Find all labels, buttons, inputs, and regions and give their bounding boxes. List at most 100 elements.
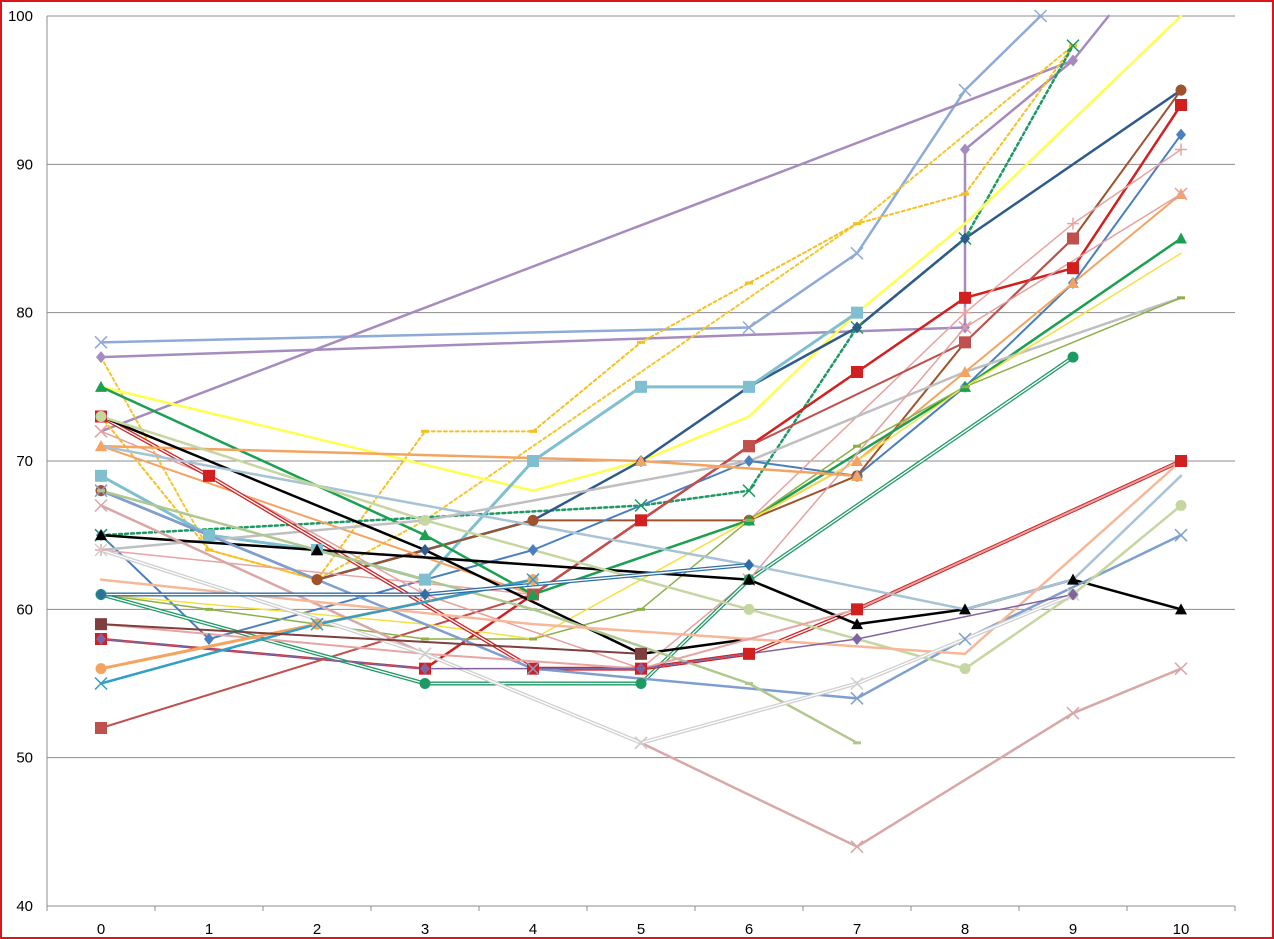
series-5-marker xyxy=(742,484,756,498)
markers-group xyxy=(94,9,1188,854)
y-tick-label: 60 xyxy=(16,601,33,618)
series-17-marker xyxy=(853,444,861,448)
series-15-marker xyxy=(1175,232,1187,244)
series-20-marker xyxy=(635,678,647,689)
y-tick-label: 70 xyxy=(16,453,33,470)
series-35-marker xyxy=(94,676,108,691)
series-8-marker xyxy=(419,573,431,586)
series-35-marker xyxy=(526,573,540,587)
series-11-marker xyxy=(744,455,754,467)
series-4-marker xyxy=(637,340,645,344)
series-21-marker xyxy=(851,603,863,616)
x-tick-label: 9 xyxy=(1069,921,1077,938)
series-28-marker xyxy=(529,607,537,611)
series-23-marker xyxy=(743,573,755,585)
x-tick-label: 7 xyxy=(853,921,861,938)
x-tick-label: 5 xyxy=(637,921,645,938)
series-line-1 xyxy=(99,14,1110,433)
x-tick-label: 8 xyxy=(961,921,969,938)
series-28-marker xyxy=(853,741,861,745)
series-line-12 xyxy=(100,148,1182,596)
series-32-marker xyxy=(418,647,432,661)
x-tick-label: 3 xyxy=(421,921,429,938)
series-27-marker xyxy=(1175,500,1187,511)
series-0-marker xyxy=(94,335,108,349)
series-4-marker xyxy=(961,192,969,196)
series-33-marker xyxy=(420,662,430,675)
series-35-marker xyxy=(310,617,324,631)
y-tick-label: 80 xyxy=(16,305,33,322)
series-21-marker xyxy=(1175,455,1187,467)
series-13-marker xyxy=(1067,232,1079,245)
series-0-marker xyxy=(1034,9,1048,23)
series-27-marker xyxy=(419,514,431,526)
series-33-marker xyxy=(96,633,106,645)
series-9-marker xyxy=(959,291,971,304)
series-14-marker xyxy=(959,366,971,377)
series-17-marker xyxy=(421,637,429,641)
series-17-marker xyxy=(745,518,753,522)
series-8-marker xyxy=(95,469,107,482)
series-9-marker xyxy=(851,366,863,378)
series-32-marker xyxy=(850,676,864,691)
series-17-marker xyxy=(637,607,645,611)
series-23-marker xyxy=(311,544,323,555)
series-29-marker xyxy=(850,840,864,854)
series-12-marker xyxy=(1175,143,1187,156)
series-21-marker xyxy=(203,469,215,482)
series-line-18 xyxy=(100,252,1182,640)
series-13-marker xyxy=(959,336,971,349)
series-line-6 xyxy=(99,14,1183,492)
series-14-marker xyxy=(1067,277,1079,288)
series-7-marker xyxy=(420,544,430,556)
series-25-marker xyxy=(526,662,540,676)
series-23-marker xyxy=(1175,603,1187,615)
series-17-marker xyxy=(1177,296,1185,300)
series-28-marker xyxy=(97,489,105,493)
series-32-marker xyxy=(634,736,648,750)
x-tick-label: 1 xyxy=(205,921,213,938)
series-17-marker xyxy=(529,637,537,641)
series-36-marker xyxy=(744,558,754,571)
series-group xyxy=(99,14,1183,848)
series-line-4 xyxy=(100,44,1074,581)
series-25-marker xyxy=(850,691,864,705)
series-13-marker xyxy=(743,440,755,453)
series-7-marker xyxy=(852,321,862,334)
series-27-marker xyxy=(95,411,107,422)
x-tick-label: 6 xyxy=(745,921,753,938)
series-15-marker xyxy=(95,380,107,392)
series-5-marker xyxy=(634,498,648,513)
series-17-marker xyxy=(961,385,969,389)
series-33-marker xyxy=(1068,588,1078,601)
series-11-marker xyxy=(204,633,214,645)
y-tick-label: 100 xyxy=(8,8,33,25)
series-22-marker xyxy=(95,440,107,452)
series-8-marker xyxy=(203,529,215,542)
series-4-marker xyxy=(853,222,861,226)
series-22-marker xyxy=(635,455,647,466)
series-9-marker xyxy=(635,514,647,527)
series-20-marker xyxy=(1067,351,1079,363)
series-12-marker xyxy=(1067,217,1079,230)
series-29-marker xyxy=(1174,662,1188,676)
series-7-marker xyxy=(960,232,970,245)
series-14-marker xyxy=(851,455,863,466)
series-4-marker xyxy=(745,281,753,285)
series-line-26 xyxy=(99,444,1183,611)
series-9-marker xyxy=(1067,262,1079,275)
series-22-marker xyxy=(851,469,863,481)
series-8-marker xyxy=(635,380,647,393)
series-2-marker xyxy=(1068,54,1078,67)
series-4-marker xyxy=(421,429,429,433)
y-tick-label: 90 xyxy=(16,156,33,173)
series-8-marker xyxy=(743,380,755,393)
series-15-marker xyxy=(419,529,431,541)
series-10-marker xyxy=(1175,84,1187,96)
series-17-marker xyxy=(205,607,213,611)
series-4-marker xyxy=(205,548,213,552)
series-line-29 xyxy=(99,504,1183,848)
series-28-marker xyxy=(745,682,753,685)
